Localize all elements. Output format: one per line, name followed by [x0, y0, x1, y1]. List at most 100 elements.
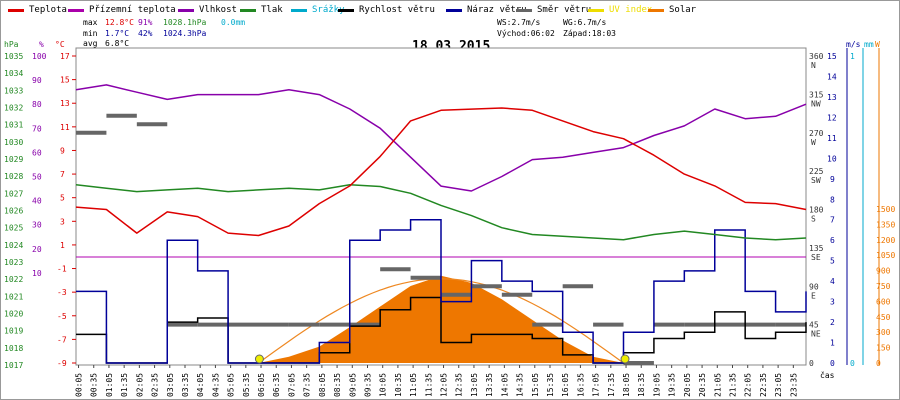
temp-tick: -5	[57, 312, 67, 321]
time-tick-label: 06:05	[257, 373, 266, 397]
time-tick-label: 08:35	[333, 373, 342, 397]
w-tick: 1500	[876, 205, 895, 214]
pct-tick: 80	[32, 100, 42, 109]
ms-tick: 14	[827, 72, 837, 81]
stats-max-press: 1028.1hPa	[163, 18, 207, 27]
legend-swatch	[338, 8, 354, 12]
time-tick-label: 13:05	[470, 373, 479, 397]
direction-name-tick: S	[811, 215, 816, 224]
stats-max-label: max	[83, 18, 98, 27]
legend-swatch	[68, 8, 84, 12]
hpa-tick: 1021	[4, 292, 23, 301]
time-tick-label: 05:35	[242, 373, 251, 397]
legend-item: UV index	[588, 5, 652, 15]
temp-tick: 3	[60, 217, 65, 226]
sunset-time: Západ:18:03	[563, 28, 616, 38]
time-tick-label: 17:05	[592, 373, 601, 397]
mm-tick: 1	[850, 52, 855, 61]
stats-max-rain: 0.0mm	[221, 18, 246, 27]
pct-tick: 100	[32, 52, 47, 61]
time-tick-label: 16:05	[561, 373, 570, 397]
hpa-tick: 1024	[4, 241, 23, 250]
hpa-tick: 1035	[4, 52, 23, 61]
wind-speed-avg: WS:2.7m/s	[497, 18, 541, 27]
sun-event-marker	[620, 354, 630, 364]
wind-speed-line	[76, 296, 807, 364]
time-tick-label: 21:35	[728, 373, 737, 397]
ms-tick: 15	[827, 52, 837, 61]
hpa-tick: 1029	[4, 155, 23, 164]
temp-tick: 13	[60, 99, 70, 108]
ms-tick: 4	[830, 277, 835, 286]
time-tick-label: 03:35	[181, 373, 190, 397]
legend-label: Teplota	[29, 5, 67, 15]
ms-tick: 8	[830, 195, 835, 204]
hpa-tick: 1018	[4, 344, 23, 353]
pct-tick: 40	[32, 197, 42, 206]
pct-tick: 50	[32, 173, 42, 182]
temp-tick: 5	[60, 194, 65, 203]
hpa-tick: 1026	[4, 207, 23, 216]
time-tick-label: 22:05	[744, 373, 753, 397]
wind-gust-line	[76, 218, 807, 364]
chart-legend: Teplota Přízemní teplota Vlhkost Tlak Srážky…	[8, 5, 888, 17]
w-tick: 300	[876, 328, 891, 337]
hpa-tick: 1032	[4, 104, 23, 113]
temp-tick: 1	[60, 241, 65, 250]
ms-tick: 6	[830, 236, 835, 245]
legend-swatch	[291, 8, 307, 12]
legend-swatch	[240, 8, 256, 12]
time-tick-label: 09:35	[363, 373, 372, 397]
temp-tick: -3	[57, 288, 67, 297]
direction-name-tick: SW	[811, 176, 821, 185]
time-tick-label: 22:35	[759, 373, 768, 397]
hpa-tick: 1033	[4, 86, 23, 95]
pct-tick: 70	[32, 124, 42, 133]
legend-swatch	[8, 8, 24, 12]
direction-deg-tick: 90	[809, 282, 819, 291]
legend-swatch	[648, 8, 664, 12]
legend-swatch	[446, 8, 462, 12]
time-tick-label: 20:05	[683, 373, 692, 397]
w-tick: 1350	[876, 220, 895, 229]
hpa-tick: 1019	[4, 327, 23, 336]
direction-name-tick: NW	[811, 99, 821, 108]
time-tick-label: 09:05	[348, 373, 357, 397]
time-tick-label: 07:35	[303, 373, 312, 397]
ms-tick: 13	[827, 93, 837, 102]
stats-max-row: max 12.8°C 91% 1028.1hPa 0.0mm	[83, 18, 245, 29]
legend-item: Náraz větru	[446, 5, 527, 15]
legend-item: Směr větru	[516, 5, 591, 15]
time-tick-label: 11:05	[409, 373, 418, 397]
pct-tick: 20	[32, 245, 42, 254]
stats-max-hum: 91%	[138, 18, 153, 27]
w-tick: 750	[876, 282, 891, 291]
stats-min-hum: 42%	[138, 28, 153, 38]
stats-min-temp: 1.7°C	[105, 28, 130, 38]
time-tick-label: 21:05	[713, 373, 722, 397]
time-tick-label: 05:05	[227, 373, 236, 397]
stats-min-row: min 1.7°C 42% 1024.3hPa	[83, 29, 245, 40]
pct-tick: 90	[32, 76, 42, 85]
w-axis-label: W	[875, 40, 880, 49]
direction-name-tick: W	[811, 138, 816, 147]
hpa-tick: 1030	[4, 138, 23, 147]
hpa-tick: 1017	[4, 361, 23, 370]
legend-label: Tlak	[261, 5, 283, 15]
hpa-tick: 1025	[4, 224, 23, 233]
pct-tick: 10	[32, 269, 42, 278]
time-tick-label: 07:05	[287, 373, 296, 397]
time-tick-label: 17:35	[607, 373, 616, 397]
temp-axis-label: °C	[55, 40, 65, 49]
mm-tick: 0	[850, 359, 855, 368]
w-tick: 1200	[876, 236, 895, 245]
stats-min-press: 1024.3hPa	[163, 28, 207, 38]
time-tick-label: 00:35	[90, 373, 99, 397]
time-tick-label: 14:05	[500, 373, 509, 397]
time-tick-label: 18:05	[622, 373, 631, 397]
stats-avg-label: avg	[83, 39, 98, 48]
direction-name-tick: SE	[811, 253, 821, 262]
ms-tick: 12	[827, 113, 837, 122]
hpa-tick: 1022	[4, 275, 23, 284]
